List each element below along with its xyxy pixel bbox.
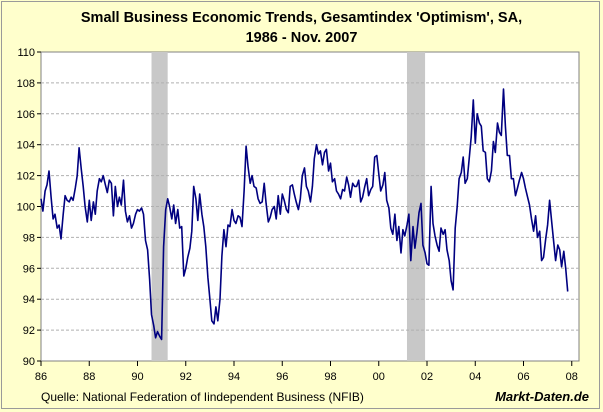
y-tick-label: 90 bbox=[23, 356, 35, 368]
x-tick-label: 08 bbox=[566, 371, 578, 383]
x-tick-label: 94 bbox=[228, 371, 240, 383]
x-tick-label: 92 bbox=[180, 371, 192, 383]
brand-label: Markt-Daten.de bbox=[495, 389, 589, 404]
y-tick-label: 106 bbox=[17, 109, 35, 121]
y-axis: 90 92 94 96 98 100 102 104 106 108 110 bbox=[17, 47, 41, 368]
chart-title-line-2: 1986 - Nov. 2007 bbox=[245, 30, 358, 46]
x-tick-label: 00 bbox=[373, 371, 385, 383]
x-tick-label: 90 bbox=[131, 371, 143, 383]
x-tick-label: 96 bbox=[276, 371, 288, 383]
recession-band-1 bbox=[151, 52, 168, 361]
y-tick-label: 96 bbox=[23, 263, 35, 275]
y-tick-label: 108 bbox=[17, 78, 35, 90]
source-note: Quelle: National Federation of Iindepend… bbox=[41, 390, 364, 404]
x-tick-label: 88 bbox=[83, 371, 95, 383]
chart-title: Small Business Economic Trends, Gesamtin… bbox=[0, 8, 603, 48]
x-tick-label: 98 bbox=[324, 371, 336, 383]
x-tick-label: 04 bbox=[469, 371, 481, 383]
y-tick-label: 104 bbox=[17, 140, 35, 152]
y-tick-label: 92 bbox=[23, 325, 35, 337]
chart-title-line-1: Small Business Economic Trends, Gesamtin… bbox=[80, 10, 523, 26]
x-tick-label: 86 bbox=[35, 371, 47, 383]
optimism-index-line bbox=[40, 88, 569, 341]
y-tick-label: 102 bbox=[17, 171, 35, 183]
y-tick-label: 110 bbox=[17, 47, 35, 59]
x-tick-label: 06 bbox=[517, 371, 529, 383]
y-tick-label: 100 bbox=[17, 202, 35, 214]
x-axis: 86 88 90 92 94 96 98 00 02 04 06 08 bbox=[35, 361, 578, 383]
x-tick-label: 02 bbox=[421, 371, 433, 383]
y-tick-label: 98 bbox=[23, 232, 35, 244]
y-tick-label: 94 bbox=[23, 294, 35, 306]
